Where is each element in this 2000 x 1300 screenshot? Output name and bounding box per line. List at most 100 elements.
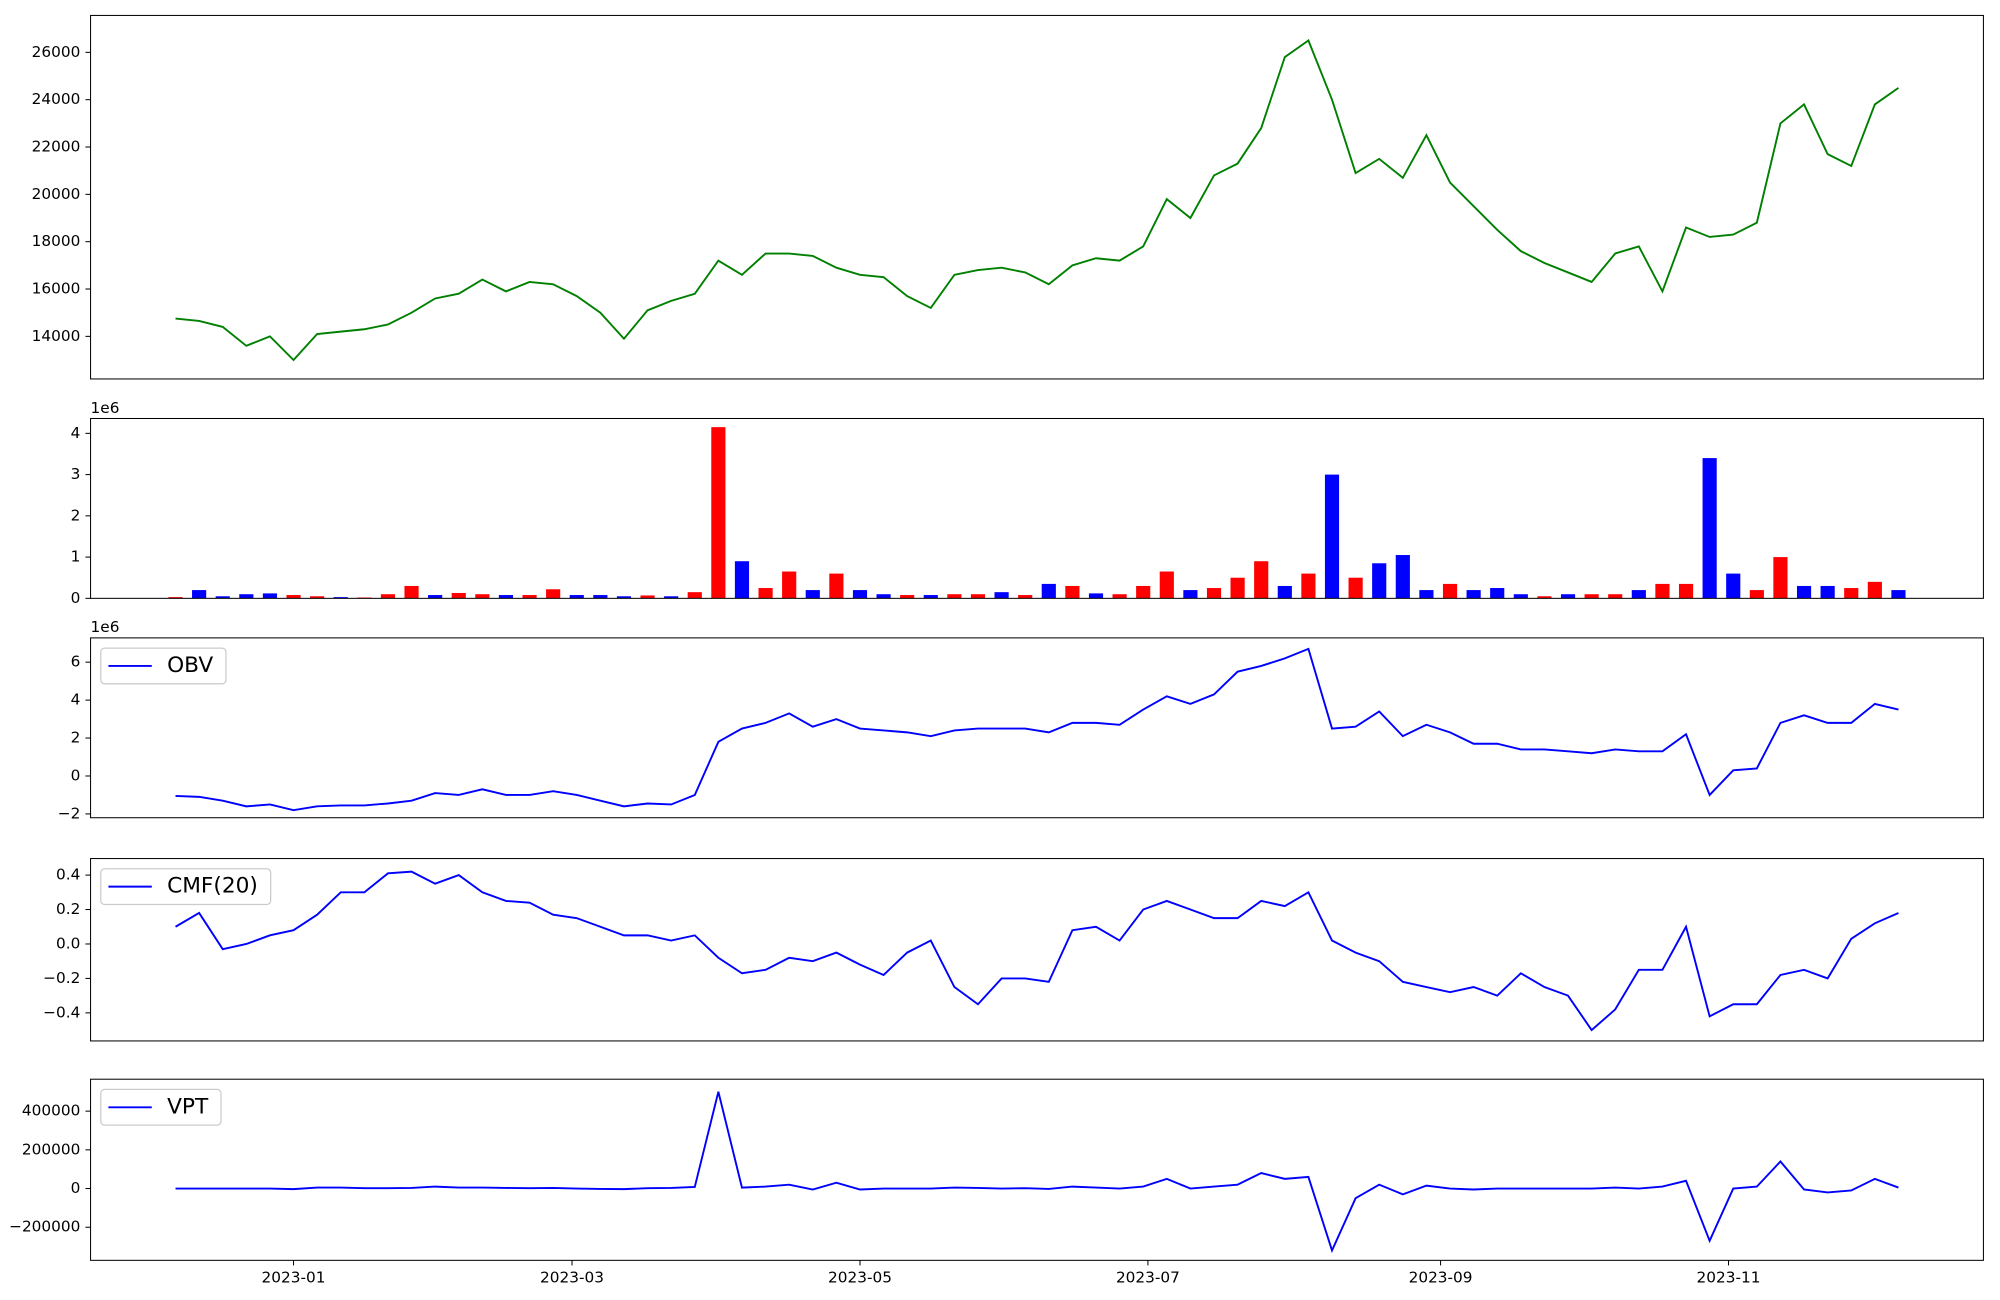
volume-bar — [805, 590, 820, 599]
y-tick-label: 0 — [71, 766, 81, 784]
volume-bar — [428, 595, 443, 599]
y-tick-label: 0.4 — [56, 866, 80, 884]
y-tick-label: 400000 — [22, 1102, 80, 1120]
volume-bar — [734, 561, 750, 599]
volume-bar — [1254, 561, 1269, 599]
y-tick-label: 16000 — [32, 280, 81, 298]
legend-label: OBV — [167, 653, 213, 678]
volume-bar — [1183, 590, 1198, 599]
volume-bar — [1560, 594, 1576, 599]
volume-bar — [782, 571, 797, 599]
panel: −0.4 −0.2 0.0 0.2 0.4 CMF(20) — [43, 858, 1984, 1042]
axes-frame — [90, 417, 1984, 599]
volume-bar — [593, 595, 608, 599]
volume-bar — [1490, 588, 1505, 599]
x-tick-label: 2023-03 — [540, 1269, 604, 1287]
panel: 0 1 2 3 4 1e6 — [71, 399, 1984, 607]
volume-bar — [475, 594, 490, 599]
volume-bar — [1136, 585, 1151, 599]
volume-bar — [640, 595, 655, 599]
volume-bar — [900, 595, 915, 599]
volume-bar — [451, 592, 466, 599]
volume-bar — [1608, 594, 1623, 599]
y-tick-label: −200000 — [9, 1218, 80, 1236]
volume-bar — [1631, 590, 1646, 599]
series-line — [175, 870, 1899, 1032]
legend: OBV — [100, 647, 227, 685]
plot-area — [175, 647, 1899, 812]
y-tick-label: 0 — [71, 1179, 81, 1197]
volume-bar — [1891, 590, 1906, 599]
y-tick-label: 0.2 — [56, 900, 80, 918]
x-tick-label: 2023-01 — [262, 1269, 326, 1287]
volume-bar — [1678, 583, 1694, 599]
volume-bar — [380, 594, 396, 599]
volume-bar — [1277, 585, 1292, 599]
legend-label: VPT — [167, 1094, 209, 1119]
y-tick-label: −2 — [58, 804, 81, 822]
volume-bar — [758, 588, 773, 599]
series-line — [175, 1091, 1899, 1254]
volume-bar — [1844, 588, 1859, 599]
axes-frame — [90, 14, 1984, 380]
plot-area — [175, 1091, 1899, 1254]
volume-bar — [168, 597, 183, 599]
volume-bar — [1230, 577, 1245, 599]
axis-offset-label: 1e6 — [91, 618, 120, 636]
volume-bar — [1419, 590, 1434, 599]
legend-box — [100, 1088, 222, 1126]
y-tick-label: 2 — [71, 729, 81, 747]
panel: −2 0 2 4 6 1e6 OBV — [58, 618, 1984, 822]
volume-bar — [310, 596, 325, 599]
legend: CMF(20) — [100, 868, 272, 906]
x-tick-label: 2023-07 — [1116, 1269, 1180, 1287]
volume-bar — [239, 594, 254, 599]
volume-bar — [923, 595, 938, 599]
legend-box — [100, 868, 272, 906]
legend: VPT — [100, 1088, 222, 1126]
panel: −200000 0 200000 400000 VPT 2023-01 2023-03 202… — [9, 1078, 1984, 1287]
axis-offset-label: 1e6 — [91, 399, 120, 417]
y-tick-label: 200000 — [22, 1140, 80, 1158]
volume-bar — [1301, 573, 1316, 599]
y-tick-label: 6 — [71, 653, 81, 671]
volume-bar — [1348, 577, 1363, 599]
volume-bar — [616, 596, 632, 599]
series-line — [175, 39, 1900, 362]
volume-bar — [1018, 595, 1033, 599]
y-tick-label: 1 — [71, 548, 81, 566]
axes-frame — [90, 858, 1984, 1042]
volume-bar — [1466, 590, 1481, 599]
volume-bar — [1796, 585, 1812, 599]
volume-bar — [970, 594, 986, 599]
volume-bar — [404, 585, 419, 599]
volume-bar — [1442, 583, 1458, 599]
volume-bar — [1867, 581, 1882, 599]
volume-bar — [1395, 555, 1410, 599]
y-tick-label: 3 — [71, 465, 81, 483]
volume-bar — [1513, 594, 1528, 599]
volume-bar — [1112, 594, 1127, 599]
volume-bar — [192, 590, 207, 599]
volume-bar — [1820, 585, 1835, 599]
series-line — [175, 647, 1899, 812]
y-tick-label: 20000 — [32, 185, 81, 203]
y-tick-label: 22000 — [32, 138, 81, 156]
volume-bar — [1206, 588, 1222, 599]
y-tick-label: 2 — [71, 506, 81, 524]
y-tick-label: 14000 — [32, 327, 81, 345]
volume-bar — [829, 573, 844, 599]
x-tick-label: 2023-09 — [1409, 1269, 1473, 1287]
volume-bar — [1537, 596, 1552, 599]
legend-box — [100, 647, 227, 685]
volume-bar — [1041, 583, 1056, 599]
volume-bar — [687, 592, 702, 599]
volume-bar — [711, 427, 726, 599]
y-tick-label: 0.0 — [56, 934, 80, 952]
volume-bar — [498, 595, 514, 599]
volume-bar — [852, 590, 868, 599]
volume-bar — [1324, 474, 1340, 599]
volume-bar — [522, 595, 537, 599]
